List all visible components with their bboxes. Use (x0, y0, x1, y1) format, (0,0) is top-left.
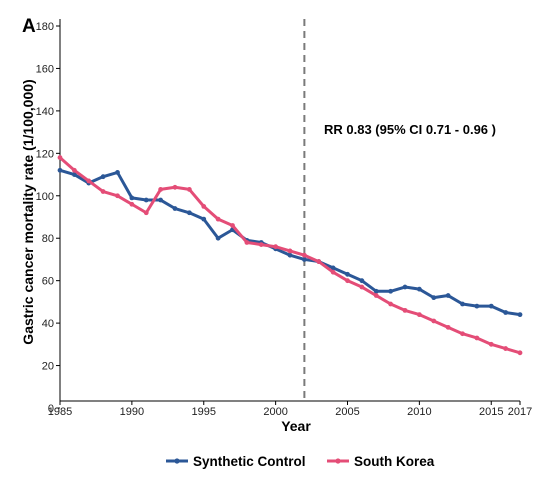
series-line-synthetic-control (58, 168, 522, 317)
x-tick-label: 2017 (508, 406, 532, 418)
data-point-synthetic-control (373, 288, 379, 294)
data-point-synthetic-control (57, 167, 63, 173)
data-point-south-korea (258, 242, 264, 247)
data-point-synthetic-control (71, 172, 77, 177)
data-point-synthetic-control (301, 257, 307, 262)
y-tick-label: 0 (48, 403, 54, 415)
data-point-synthetic-control (129, 195, 135, 201)
data-point-south-korea (517, 350, 523, 356)
data-point-synthetic-control (460, 301, 465, 307)
data-point-synthetic-control (215, 235, 221, 241)
data-point-synthetic-control (359, 278, 365, 284)
panel-label: A (22, 16, 36, 37)
data-point-synthetic-control (115, 170, 120, 175)
y-tick-label: 160 (36, 63, 54, 75)
data-point-south-korea (71, 167, 77, 173)
x-tick-label: 2015 (479, 406, 503, 418)
legend-swatch-dot-synthetic-control (174, 458, 180, 464)
x-tick-label: 1990 (120, 406, 144, 418)
data-point-south-korea (244, 240, 250, 245)
data-point-south-korea (445, 324, 451, 330)
legend-label-synthetic-control: Synthetic Control (193, 454, 306, 469)
data-point-synthetic-control (287, 252, 293, 258)
data-point-south-korea (345, 278, 350, 284)
data-point-south-korea (301, 252, 307, 258)
x-tick-label: 2005 (335, 406, 359, 418)
data-point-south-korea (431, 318, 437, 324)
series-synthetic-control (57, 167, 523, 318)
x-axis-title: Year (281, 418, 311, 434)
data-point-south-korea (474, 335, 480, 341)
x-tick-label: 1995 (192, 406, 216, 418)
data-point-south-korea (201, 203, 207, 209)
series-lines (57, 155, 523, 356)
data-point-synthetic-control (100, 174, 106, 180)
data-point-synthetic-control (503, 310, 509, 315)
data-point-synthetic-control (345, 271, 350, 277)
data-point-south-korea (100, 189, 106, 194)
data-point-synthetic-control (517, 312, 523, 318)
y-tick-label: 80 (42, 233, 54, 245)
data-point-synthetic-control (474, 303, 480, 309)
x-tick-label: 1985 (48, 406, 72, 418)
data-point-south-korea (186, 187, 192, 192)
data-point-synthetic-control (431, 295, 437, 301)
data-point-synthetic-control (186, 210, 192, 216)
data-point-south-korea (373, 293, 379, 298)
data-point-south-korea (388, 301, 394, 307)
rr-annotation: RR 0.83 (95% CI 0.71 - 0.96 ) (324, 122, 496, 137)
x-tick-label: 2000 (263, 406, 287, 418)
data-point-south-korea (402, 307, 408, 313)
data-point-synthetic-control (488, 303, 494, 309)
x-tick-label: 2010 (407, 406, 431, 418)
data-point-synthetic-control (143, 197, 149, 203)
data-point-synthetic-control (158, 197, 164, 203)
data-point-south-korea (287, 248, 293, 254)
data-point-south-korea (129, 201, 135, 207)
data-point-south-korea (359, 284, 365, 290)
legend-swatch-dot-south-korea (335, 458, 341, 464)
series-south-korea (57, 155, 523, 356)
data-point-synthetic-control (172, 206, 178, 211)
data-point-south-korea (57, 155, 63, 160)
data-point-south-korea (215, 216, 221, 222)
legend-item-synthetic-control: Synthetic Control (166, 454, 306, 469)
y-tick-label: 140 (36, 106, 54, 118)
y-tick-label: 180 (36, 21, 54, 33)
data-point-synthetic-control (402, 284, 408, 290)
data-point-synthetic-control (330, 265, 336, 271)
data-point-south-korea (158, 187, 164, 192)
legend-item-south-korea: South Korea (327, 454, 435, 469)
y-tick-label: 20 (42, 361, 54, 373)
data-point-south-korea (316, 259, 322, 264)
y-tick-label: 100 (36, 191, 54, 203)
data-point-synthetic-control (445, 293, 451, 298)
data-point-south-korea (273, 244, 279, 250)
data-point-south-korea (330, 269, 336, 275)
y-tick-label: 60 (42, 276, 54, 288)
data-point-synthetic-control (388, 288, 394, 294)
data-point-south-korea (488, 341, 494, 347)
data-point-synthetic-control (201, 216, 207, 222)
data-point-south-korea (172, 184, 178, 190)
data-point-south-korea (460, 331, 465, 337)
y-axis: 0 20 40 60 80 100 120 140 160 180 (36, 19, 61, 415)
data-point-south-korea (416, 312, 422, 318)
legend-label-south-korea: South Korea (354, 454, 435, 469)
data-point-south-korea (230, 223, 235, 228)
x-axis: 1985 1990 1995 2000 2005 2010 2015 2017 (48, 400, 532, 418)
legend: Synthetic Control South Korea (166, 454, 435, 469)
data-point-south-korea (115, 193, 120, 199)
data-point-south-korea (86, 178, 92, 184)
data-point-synthetic-control (416, 286, 422, 292)
data-point-south-korea (503, 346, 509, 351)
y-tick-label: 40 (42, 318, 54, 330)
data-point-south-korea (143, 210, 149, 216)
y-axis-title: Gastric cancer mortality rate (1/100,000… (20, 79, 36, 344)
y-tick-label: 120 (36, 148, 54, 160)
